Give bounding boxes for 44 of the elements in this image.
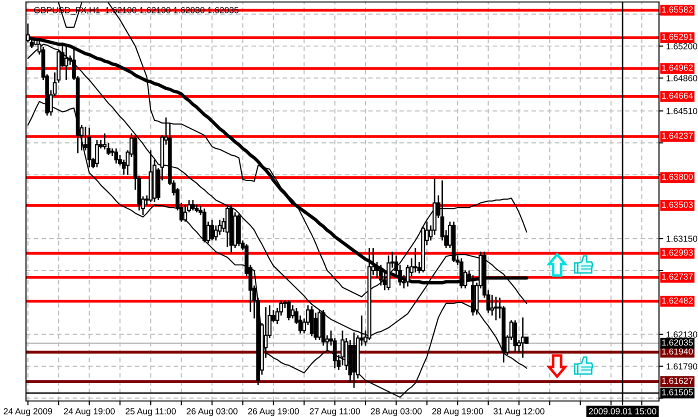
candlestick: [490, 294, 494, 316]
ref-line-label: 1.61940: [662, 348, 693, 355]
ref-line-label: 1.61627: [662, 378, 693, 384]
x-tick-label: 27 Aug 11:00: [310, 408, 360, 416]
ref-line-label: 1.65291: [662, 34, 693, 40]
candlestick: [210, 219, 214, 242]
x-tick-label: 31 Aug 12:00: [494, 408, 544, 416]
x-tick-label: 26 Aug 03:00: [186, 408, 238, 416]
y-tick-label: 1.64860: [666, 75, 698, 82]
y-tick-label: 1.62130: [666, 331, 698, 338]
x-tick-label: 26 Aug 19:00: [248, 408, 299, 416]
ref-line-label: 1.64237: [662, 132, 693, 139]
ref-line-label: 1.63503: [662, 202, 693, 208]
candlestick: [190, 199, 195, 212]
ref-line-label: 1.63800: [662, 174, 693, 180]
x-tick-label: 28 Aug 19:00: [432, 408, 484, 416]
y-tick-label: 1.65200: [666, 43, 698, 50]
candlestick: [183, 204, 188, 222]
x-tick-label: 24 Aug 2009: [4, 408, 52, 416]
candlestick: [520, 316, 525, 359]
ref-line-label: 1.64962: [662, 64, 693, 71]
ref-line-label: 1.62737: [662, 274, 693, 280]
candlestick: [87, 127, 92, 168]
ref-line-label: 1.65582: [662, 6, 693, 13]
y-tick-label: 1.64510: [666, 108, 698, 114]
candlestick: [513, 320, 518, 353]
x-tick-label: 25 Aug 11:00: [126, 408, 176, 416]
candlestick: [114, 148, 118, 164]
candlestick: [286, 300, 291, 321]
ref-line-label: 1.62482: [662, 297, 693, 304]
y-tick-label: 1.63150: [666, 236, 698, 242]
x-tick-label: 2009.09.01 15:00: [588, 408, 656, 414]
ref-line-label: 1.64664: [662, 92, 693, 99]
ref-line-label: 1.62035: [662, 339, 693, 346]
x-tick-label: 24 Aug 19:00: [64, 408, 115, 416]
candlestick: [225, 205, 230, 248]
candlestick: [340, 330, 344, 366]
candlestick: [95, 139, 99, 168]
x-tick-label: 28 Aug 03:00: [370, 408, 422, 416]
y-tick-label: 1.61790: [666, 363, 698, 370]
candlestick: [494, 296, 498, 321]
candlestick: [413, 247, 418, 274]
ref-line-label: 1.62993: [662, 249, 693, 256]
ref-line-label: 1.61505: [662, 389, 693, 396]
